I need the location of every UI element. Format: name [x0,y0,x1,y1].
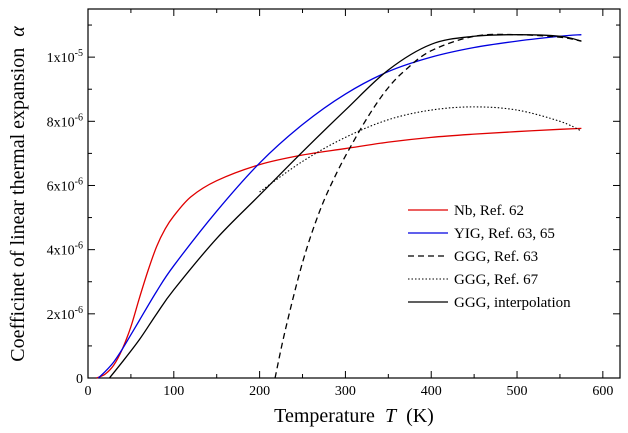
series-line-4 [108,34,582,379]
series-line-2 [274,33,582,379]
y-tick-label-base: 4x10 [47,244,75,259]
x-tick-label: 500 [507,384,528,399]
x-tick-label: 600 [592,384,613,399]
x-axis-label-text: Temperature [274,405,375,427]
legend-label-3: GGG, Ref. 67 [454,272,539,288]
y-tick-label-base: 1x10 [47,51,75,66]
y-tick-label: 6x10-6 [47,176,83,194]
y-axis-label-text: Coefficinet of linear thermal expansion [7,48,29,362]
series-line-1 [97,34,582,379]
y-tick-label-exponent: -6 [75,241,83,252]
y-tick-label: 0 [76,372,83,387]
y-tick-label-exponent: -6 [75,176,83,187]
legend-label-4: GGG, interpolation [454,295,571,311]
y-tick-label-base: 2x10 [47,308,75,323]
x-tick-label: 0 [85,384,92,399]
x-axis-ticks: 0 100 200 300 400 500 600 [85,9,613,399]
legend: Nb, Ref. 62 YIG, Ref. 63, 65 GGG, Ref. 63 G… [408,203,571,311]
y-tick-label: 2x10-6 [47,305,83,323]
y-tick-label: 8x10-6 [47,112,83,130]
legend-label-1: YIG, Ref. 63, 65 [454,226,555,242]
series-line-3 [259,106,582,193]
y-tick-label-exponent: -6 [75,112,83,123]
y-axis-label-var: α [7,26,29,37]
y-tick-label-exponent: -6 [75,305,83,316]
y-tick-label-base: 6x10 [47,179,75,194]
series-layer [96,33,582,379]
y-tick-label-base: 8x10 [47,115,75,130]
x-tick-label: 100 [163,384,184,399]
plot-area [87,8,621,379]
x-axis-label: Temperature T (K) [274,405,434,427]
y-tick-label: 1x10-5 [47,48,83,66]
x-tick-label: 200 [249,384,270,399]
y-tick-label-base: 0 [76,372,83,387]
x-axis-label-var: T [385,405,398,427]
legend-label-2: GGG, Ref. 63 [454,249,538,265]
y-axis-label: Coefficinet of linear thermal expansion … [7,26,29,362]
y-tick-label-exponent: -5 [75,48,83,59]
x-tick-label: 300 [335,384,356,399]
x-tick-label: 400 [421,384,442,399]
y-tick-label: 4x10-6 [47,241,83,259]
series-line-0 [96,127,582,379]
legend-label-0: Nb, Ref. 62 [454,203,524,219]
x-axis-label-unit: (K) [406,405,434,427]
